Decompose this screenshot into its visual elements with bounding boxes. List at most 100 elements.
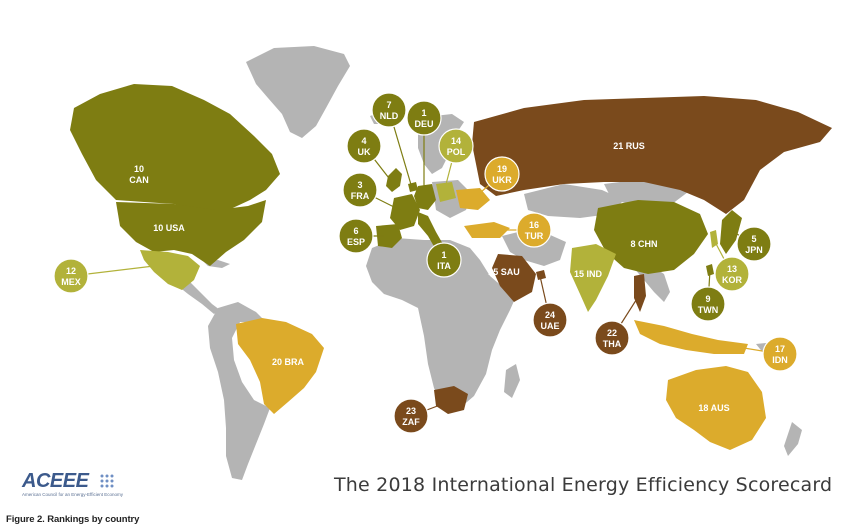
country-code: KOR [722,275,743,285]
rank-number: 10 USA [153,223,185,233]
badge-circle [426,242,462,278]
rank-number: 5 [751,234,756,244]
land-madagascar [504,364,520,398]
country-uae [536,270,546,280]
country-idn [634,320,748,354]
country-aus [666,366,766,450]
country-fra [390,194,420,230]
country-code: UK [358,147,371,157]
country-code: TUR [525,231,544,241]
country-code: IDN [772,355,788,365]
logo-dot-grid-icon [100,474,114,488]
country-code: ITA [437,261,451,271]
badge-bra: 20 BRA [272,357,305,367]
ranked-land [70,84,832,450]
country-deu [414,184,436,210]
land-south-america [208,302,270,480]
land-new-zealand [784,422,802,456]
rank-number: 6 [353,226,358,236]
badge-circle [53,258,89,294]
map-title: The 2018 International Energy Efficiency… [334,474,833,496]
rank-number: 22 [607,328,617,338]
country-esp [376,224,402,248]
rank-number: 18 AUS [698,403,729,413]
country-tha [634,274,646,312]
country-code: POL [447,147,466,157]
rank-number: 4 [361,136,366,146]
country-ita [418,212,444,250]
country-bra [236,318,324,414]
country-code: THA [603,339,622,349]
country-code: TWN [698,305,719,315]
country-sau [492,254,536,302]
rank-number: 7 [386,100,391,110]
badge-sau: 25 SAU [488,267,520,277]
badge-ind: 15 IND [574,269,603,279]
badge-uk: 4UK [346,128,382,164]
rank-number: 1 [421,108,426,118]
rank-number: 24 [545,310,555,320]
rank-number: 23 [406,406,416,416]
badge-circle [393,398,429,434]
badge-aus: 18 AUS [698,403,729,413]
country-code: FRA [351,191,370,201]
rank-number: 14 [451,136,461,146]
country-code: ZAF [402,417,420,427]
land-africa [366,238,518,408]
badge-rus: 21 RUS [613,141,645,151]
badge-circle [762,336,798,372]
country-tur [464,222,510,238]
badge-circle [736,226,772,262]
country-can [70,84,280,212]
country-chn [594,200,708,274]
badge-circle [532,302,568,338]
badge-circle [438,128,474,164]
leader-sau [503,271,517,277]
country-rus [472,96,832,214]
country-jpn [720,210,742,254]
aceee-logo: ACEEE American Council for an Energy-Eff… [22,470,123,500]
country-mex [140,250,200,290]
country-code: CAN [129,175,149,185]
rank-number: 16 [529,220,539,230]
country-zaf [434,386,468,414]
badge-circle [516,212,552,248]
badge-circle [714,256,750,292]
country-pol [436,182,456,202]
badge-circle [690,286,726,322]
badge-circle [484,156,520,192]
rank-number: 1 [441,250,446,260]
rank-number: 13 [727,264,737,274]
badge-circle [406,100,442,136]
badge-circle [371,92,407,128]
country-code: JPN [745,245,763,255]
land-greenland [246,46,350,138]
rank-number: 21 RUS [613,141,645,151]
badge-circle [338,218,374,254]
badge-chn: 8 CHN [630,239,657,249]
rank-number: 8 CHN [630,239,657,249]
country-code: NLD [380,111,399,121]
rank-number: 19 [497,164,507,174]
country-uk [386,168,402,192]
country-code: MEX [61,277,81,287]
country-ind [570,244,616,312]
rank-number: 10 [134,164,144,174]
figure-caption: Figure 2. Rankings by country [6,514,140,525]
